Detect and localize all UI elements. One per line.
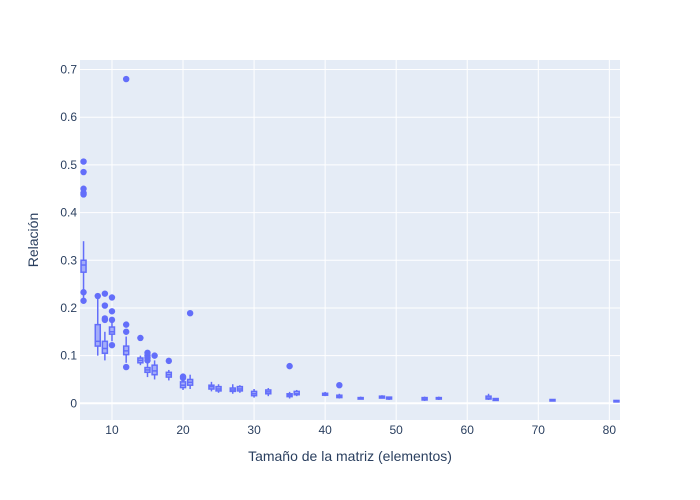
- y-tick-label: 0.3: [60, 253, 77, 267]
- box-group: [151, 352, 158, 380]
- x-axis-title: Tamaño de la matriz (elementos): [248, 448, 452, 464]
- box-group: [165, 357, 173, 381]
- x-axis-ticks: 10 20 30 40 50 60 70 80: [105, 423, 616, 437]
- box-group: [435, 396, 443, 400]
- outlier-point: [108, 308, 116, 315]
- box-group: [208, 381, 215, 392]
- outlier-point: [144, 349, 151, 356]
- box-group: [485, 393, 492, 400]
- outlier-point: [151, 352, 158, 359]
- box-group: [215, 384, 222, 393]
- outlier-point: [122, 328, 130, 335]
- box-group: [186, 309, 194, 390]
- box-group: [549, 398, 556, 402]
- x-tick-label: 60: [461, 423, 475, 437]
- outlier-point: [80, 168, 87, 176]
- y-tick-label: 0.2: [60, 301, 77, 315]
- box-group: [357, 396, 364, 400]
- box-group: [101, 290, 109, 361]
- outlier-point: [94, 292, 101, 300]
- box-group: [122, 75, 130, 371]
- outlier-point: [137, 334, 144, 342]
- box-body: [108, 326, 116, 335]
- x-tick-label: 40: [318, 423, 332, 437]
- y-axis-title: Relación: [25, 213, 41, 267]
- box-group: [236, 385, 244, 393]
- box-body: [151, 364, 158, 376]
- y-tick-label: 0.4: [60, 206, 77, 220]
- grid-lines: [80, 60, 620, 420]
- outlier-point: [179, 373, 187, 380]
- outlier-point: [101, 302, 109, 309]
- plot-area: [80, 60, 620, 420]
- box-group: [378, 395, 386, 399]
- x-tick-label: 70: [532, 423, 546, 437]
- box-group: [421, 396, 428, 401]
- x-tick-label: 20: [176, 423, 190, 437]
- box-group: [94, 292, 102, 356]
- x-tick-label: 50: [390, 423, 404, 437]
- outlier-point: [122, 321, 130, 328]
- box-group: [492, 397, 499, 402]
- box-group: [137, 334, 144, 366]
- x-tick-label: 30: [247, 423, 261, 437]
- y-tick-label: 0.6: [60, 110, 77, 124]
- box-group: [108, 294, 116, 349]
- outlier-point: [101, 315, 109, 322]
- outlier-point: [122, 75, 130, 83]
- y-tick-label: 0.1: [60, 349, 77, 363]
- box-group: [286, 362, 293, 399]
- box-group: [336, 381, 343, 399]
- outlier-point: [165, 357, 173, 365]
- outlier-point: [80, 297, 87, 304]
- y-tick-label: 0.7: [60, 63, 77, 77]
- box-body: [94, 323, 102, 347]
- y-axis-ticks: 0 0.1 0.2 0.3 0.4 0.5 0.6 0.7: [60, 63, 77, 411]
- y-tick-label: 0.5: [60, 158, 77, 172]
- box-group: [613, 399, 620, 403]
- box-group: [321, 391, 329, 397]
- box-group: [293, 389, 300, 397]
- outlier-point: [108, 294, 116, 301]
- box-group: [250, 389, 258, 398]
- outlier-point: [186, 309, 194, 317]
- outlier-point: [108, 316, 116, 324]
- box-group: [265, 388, 272, 397]
- x-tick-label: 80: [603, 423, 617, 437]
- box-group: [179, 373, 187, 390]
- outlier-point: [336, 381, 343, 389]
- outlier-point: [80, 158, 87, 165]
- outlier-point: [122, 363, 130, 371]
- outlier-point: [80, 289, 87, 296]
- box-body: [101, 340, 109, 354]
- outlier-point: [80, 185, 87, 192]
- box-group: [229, 384, 237, 394]
- x-tick-label: 10: [105, 423, 119, 437]
- y-tick-label: 0: [70, 396, 77, 410]
- outlier-point: [286, 362, 293, 370]
- box-group: [80, 158, 87, 304]
- box-series: [80, 75, 620, 403]
- box-body: [80, 259, 87, 273]
- box-group: [144, 349, 151, 378]
- outlier-point: [101, 290, 109, 297]
- box-group: [385, 396, 393, 400]
- outlier-point: [108, 341, 116, 349]
